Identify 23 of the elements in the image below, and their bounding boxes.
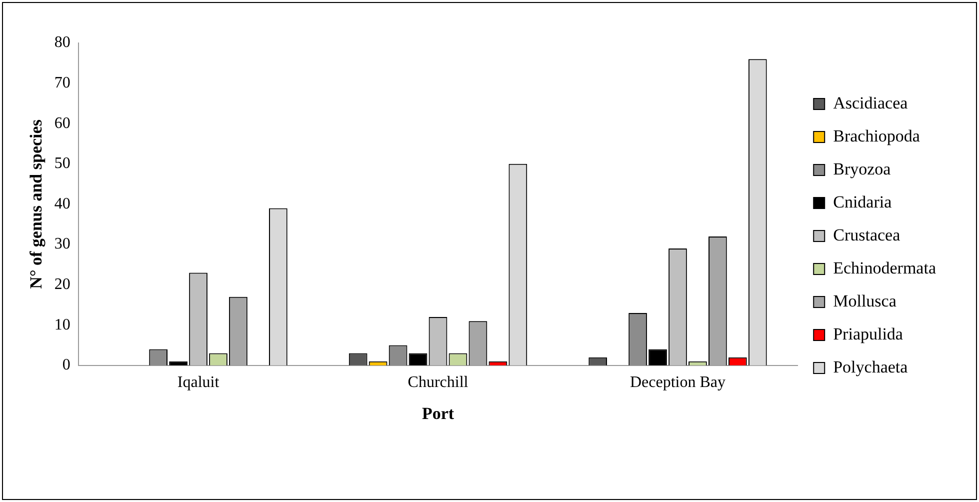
legend-label: Cnidaria bbox=[833, 192, 892, 212]
legend-label: Echinodermata bbox=[833, 258, 936, 278]
y-tick-label: 80 bbox=[54, 34, 70, 52]
legend-label: Brachiopoda bbox=[833, 126, 920, 146]
y-tick-label: 30 bbox=[54, 236, 70, 253]
y-tick-label: 40 bbox=[54, 195, 70, 212]
x-tick-label: Deception Bay bbox=[630, 374, 726, 392]
y-tick-label: 0 bbox=[62, 356, 70, 374]
legend-label: Crustacea bbox=[833, 225, 901, 244]
y-tick-label: 60 bbox=[54, 114, 70, 132]
legend-label: Priapulida bbox=[833, 324, 904, 344]
x-tick-label: Iqaluit bbox=[177, 374, 220, 392]
y-tick-label: 20 bbox=[54, 276, 70, 294]
y-tick-label: 10 bbox=[54, 316, 70, 334]
legend-label: Mollusca bbox=[833, 291, 897, 310]
y-tick-label: 70 bbox=[54, 74, 70, 92]
y-tick-label: 50 bbox=[54, 155, 70, 172]
legend-label: Bryozoa bbox=[833, 159, 892, 178]
y-axis-title: N° of genus and species bbox=[26, 119, 46, 289]
x-tick-label: Churchill bbox=[408, 374, 469, 392]
x-axis-title: Port bbox=[422, 404, 454, 424]
legend-label: Ascidiacea bbox=[833, 93, 908, 112]
legend-label: Polychaeta bbox=[833, 357, 908, 376]
